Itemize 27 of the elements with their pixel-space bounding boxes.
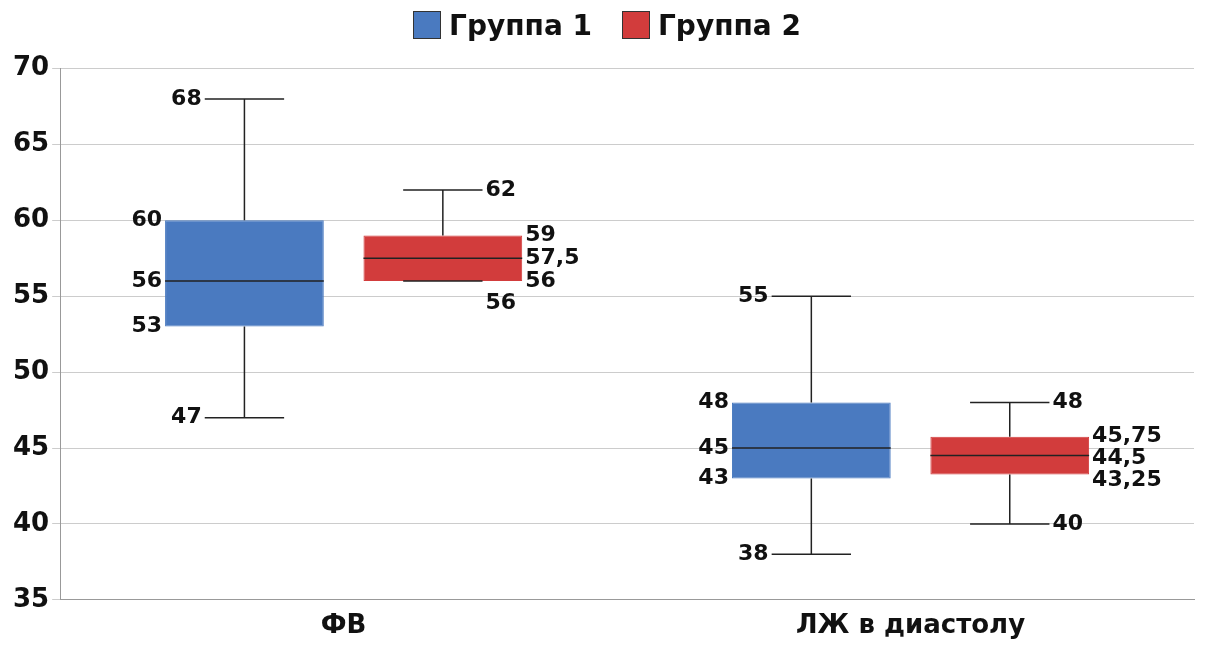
y-tick-label: 65 bbox=[12, 127, 50, 158]
annotation: 62 bbox=[485, 175, 517, 201]
annotation: 60 bbox=[131, 206, 163, 232]
annotation: 48 bbox=[1052, 388, 1084, 414]
annotation: 56 bbox=[131, 266, 163, 292]
annotation: 68 bbox=[171, 84, 202, 110]
annotation: 43 bbox=[698, 464, 729, 490]
y-tick-label: 70 bbox=[12, 51, 50, 82]
y-tick-label: 35 bbox=[12, 582, 50, 613]
y-tick-label: 50 bbox=[12, 354, 50, 385]
y-tick-label: 55 bbox=[12, 279, 50, 310]
x-tick-label: ЛЖ в диастолу bbox=[796, 609, 1026, 640]
annotation: 45 bbox=[698, 433, 729, 459]
y-tick-label: 40 bbox=[12, 506, 50, 537]
legend-label: Группа 1 bbox=[449, 8, 592, 42]
x-tick-label: ФВ bbox=[320, 609, 367, 640]
y-tick-label: 45 bbox=[12, 430, 50, 461]
annotation: 59 bbox=[525, 221, 556, 247]
annotation: 48 bbox=[698, 388, 729, 414]
annotation: 56 bbox=[485, 288, 517, 314]
annotation: 40 bbox=[1052, 509, 1084, 535]
y-tick-label: 60 bbox=[12, 203, 50, 234]
legend-label: Группа 2 bbox=[658, 8, 801, 42]
annotation: 55 bbox=[738, 281, 769, 307]
annotation: 47 bbox=[171, 403, 202, 429]
annotation: 53 bbox=[131, 312, 163, 338]
annotation: 38 bbox=[738, 539, 769, 565]
